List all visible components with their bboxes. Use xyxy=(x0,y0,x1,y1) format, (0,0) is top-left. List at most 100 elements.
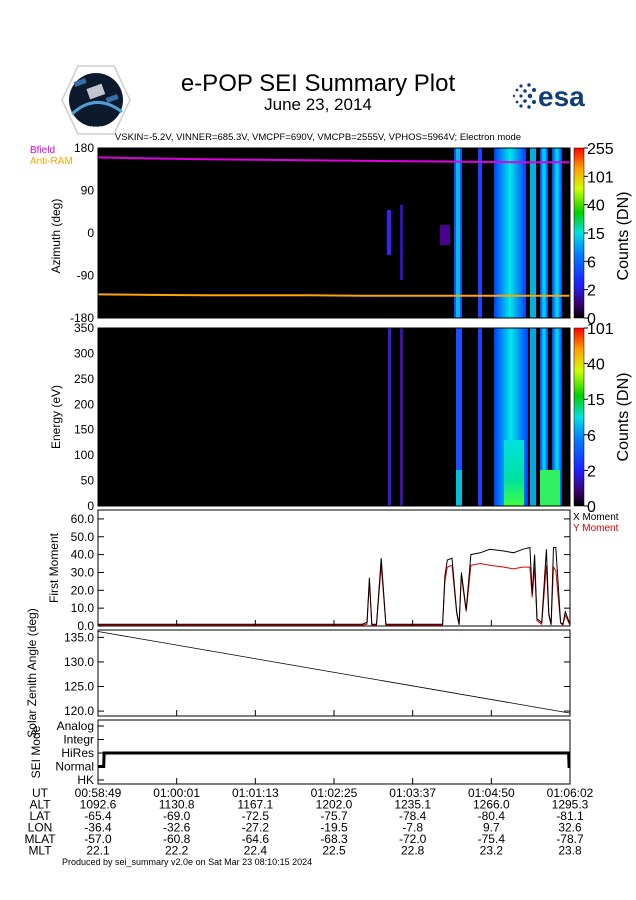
time-axis-cell: -81.1 xyxy=(556,809,584,823)
mode-tick-label: Normal xyxy=(55,760,94,774)
azimuth-panel: 180 90 0 -90 -180 Azimuth (deg) Bfield Anti-… xyxy=(30,141,632,328)
energy-tick-label: 200 xyxy=(74,397,94,411)
time-axis-row-label: LON xyxy=(28,821,53,835)
moment-tick-label: 50.0 xyxy=(71,530,95,544)
zenith-tick-label: 120.0 xyxy=(64,704,94,718)
antiram-line xyxy=(98,293,570,297)
time-axis-cell: -64.6 xyxy=(242,832,270,846)
plot-title: e-POP SEI Summary Plot xyxy=(180,70,456,97)
azimuth-colorbar-label: Counts (DN) xyxy=(615,192,632,281)
azimuth-heatmap xyxy=(98,148,570,318)
energy-tick-label: 350 xyxy=(74,321,94,335)
time-axis-row-label: ALT xyxy=(29,798,51,812)
time-axis-cell: -32.6 xyxy=(163,821,191,835)
energy-colorbar-ticks: 101 40 15 6 2 0 xyxy=(584,321,614,516)
azimuth-colorbar-tick-label: 255 xyxy=(587,141,614,158)
heatmap-band xyxy=(456,148,460,318)
heatmap-band xyxy=(552,148,562,318)
azimuth-colorbar-tick-label: 40 xyxy=(587,198,605,215)
time-axis-cell: 00:58:49 xyxy=(75,786,122,800)
logo-solar-panel xyxy=(73,78,87,87)
time-axis-cell: -75.7 xyxy=(320,809,348,823)
energy-colorbar-tick-label: 101 xyxy=(587,321,614,338)
energy-colorbar-tick-label: 40 xyxy=(587,357,605,374)
heatmap-band xyxy=(504,440,524,506)
time-axis-cell: -60.8 xyxy=(163,832,191,846)
moment-frame xyxy=(97,509,571,627)
energy-colorbar-tick-label: 0 xyxy=(587,499,596,516)
azimuth-y-ticks: 180 90 0 -90 -180 xyxy=(70,141,570,325)
time-axis-cell: -72.0 xyxy=(399,832,427,846)
heatmap-band xyxy=(478,328,482,506)
zenith-ylabel-line1: Solar Zenith Angle (deg) xyxy=(25,608,39,737)
heatmap-streak xyxy=(440,225,450,245)
heatmap-band xyxy=(552,328,562,506)
energy-tick-label: 250 xyxy=(74,372,94,386)
x-moment-line xyxy=(98,546,571,626)
bfield-line xyxy=(98,156,570,164)
time-axis-cell: 22.1 xyxy=(86,844,110,858)
time-axis-cell: 23.8 xyxy=(558,844,582,858)
azimuth-colorbar xyxy=(573,147,585,319)
energy-tick-label: 100 xyxy=(74,448,94,462)
heatmap-streak xyxy=(400,328,403,506)
heatmap-band xyxy=(456,328,462,506)
energy-y-ticks: 350 300 250 200 150 100 50 0 xyxy=(74,321,570,513)
time-axis-cell: 01:02:25 xyxy=(311,786,358,800)
mode-ylabel: SEI Mode xyxy=(29,725,43,778)
energy-colorbar-tick-label: 15 xyxy=(587,392,605,409)
azimuth-colorbar-tick-label: 0 xyxy=(587,311,596,328)
energy-colorbar-label: Counts (DN) xyxy=(615,373,632,462)
time-axis-row-label: UT xyxy=(32,786,49,800)
time-axis-cell: -7.8 xyxy=(402,821,423,835)
time-axis-cell: 1130.8 xyxy=(159,798,195,812)
time-axis-cell: 22.4 xyxy=(244,844,268,858)
time-axis-row-label: LAT xyxy=(29,809,51,823)
heatmap-band xyxy=(530,148,536,318)
time-axis-cell: 22.8 xyxy=(401,844,425,858)
heatmap-band xyxy=(494,148,526,318)
moment-panel: 60.0 50.0 40.0 30.0 20.0 10.0 0.0 First Moment… xyxy=(47,509,619,633)
time-axis-cell: 1167.1 xyxy=(237,798,273,812)
time-axis-cell: 9.7 xyxy=(483,821,500,835)
energy-plot-area xyxy=(98,328,570,506)
time-axis-cell: 1235.1 xyxy=(394,798,431,812)
logo-solar-panel xyxy=(105,94,119,103)
footer-credit: Produced by sei_summary v2.0e on Sat Mar… xyxy=(62,857,313,867)
heatmap-band xyxy=(456,470,462,506)
instrument-params: VSKIN=-5.2V, VINNER=685.3V, VMCPF=690V, … xyxy=(114,132,522,143)
plot-date: June 23, 2014 xyxy=(264,95,372,114)
energy-tick-label: 150 xyxy=(74,423,94,437)
heatmap-band xyxy=(540,148,548,318)
time-axis-cell: 1202.0 xyxy=(316,798,353,812)
energy-colorbar-tick-label: 6 xyxy=(587,428,596,445)
moment-tick-label: 0.0 xyxy=(77,619,94,633)
energy-colorbar-tick-label: 2 xyxy=(587,463,596,480)
esa-logo: esa xyxy=(512,81,585,112)
legend-x-moment: X Moment xyxy=(573,512,619,523)
heatmap-streak xyxy=(400,205,403,280)
time-axis-cell: -68.3 xyxy=(320,832,348,846)
time-axis-cell: -72.5 xyxy=(242,809,270,823)
time-axis-cell: 01:00:01 xyxy=(153,786,200,800)
logo-globe xyxy=(69,73,123,127)
moment-tick-label: 20.0 xyxy=(71,583,95,597)
zenith-tick-label: 130.0 xyxy=(64,655,94,669)
moment-tick-label: 30.0 xyxy=(71,565,95,579)
logo-text: CASSIOPE xyxy=(83,126,109,132)
heatmap-band xyxy=(478,148,482,318)
time-axis-cell: 22.5 xyxy=(322,844,346,858)
zenith-tick-label: 125.0 xyxy=(64,680,94,694)
time-axis-cell: 23.2 xyxy=(480,844,504,858)
energy-tick-label: 300 xyxy=(74,346,94,360)
zenith-ylabel: Solar Zenith Angle (deg) xyxy=(25,608,39,737)
time-axis-cell: -57.0 xyxy=(84,832,112,846)
mission-logo: CASSIOPE xyxy=(61,65,131,135)
time-axis-cell: 01:03:37 xyxy=(389,786,436,800)
energy-colorbar xyxy=(573,327,585,507)
time-axis-cell: 01:01:13 xyxy=(232,786,279,800)
time-axis-cell: -65.4 xyxy=(84,809,112,823)
